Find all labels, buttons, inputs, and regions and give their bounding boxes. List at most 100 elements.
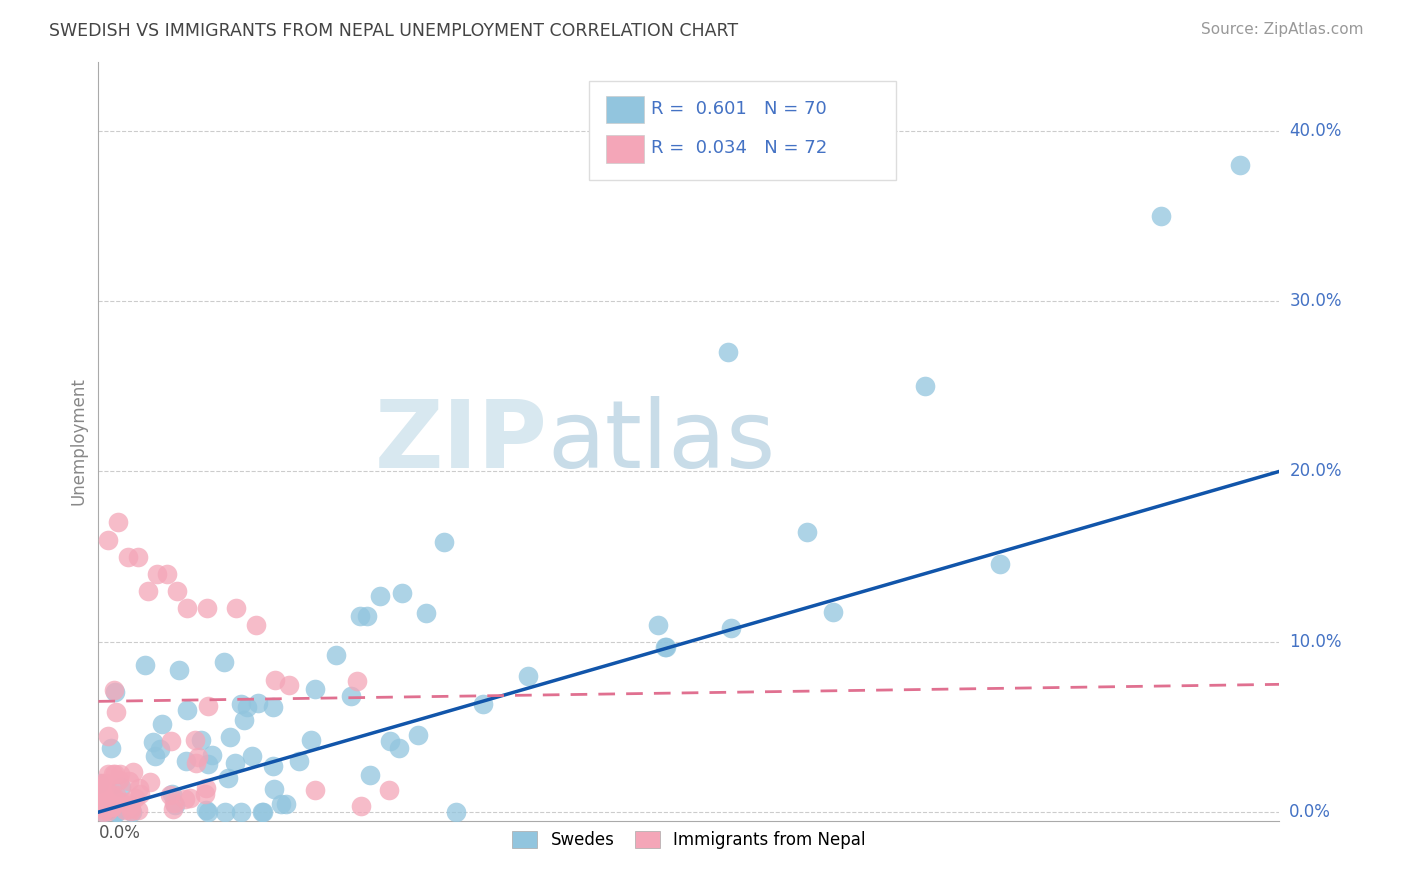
Point: [195, 803, 218, 817]
Point: [124, 791, 146, 805]
Point: [89, 798, 111, 813]
Point: [240, 749, 263, 764]
Point: [105, 706, 128, 720]
Point: [163, 796, 186, 810]
Point: [720, 621, 742, 635]
Point: [121, 764, 143, 779]
Point: [262, 699, 284, 714]
Point: [97, 800, 120, 814]
Point: [90, 790, 112, 805]
Text: 20.0%: 20.0%: [1289, 462, 1341, 481]
Point: [444, 805, 467, 819]
Point: [136, 583, 159, 598]
Point: [356, 609, 378, 624]
Point: [93, 805, 115, 819]
Point: [143, 749, 166, 764]
Point: [173, 792, 195, 806]
Point: [654, 640, 676, 654]
Point: [194, 787, 217, 801]
Point: [232, 714, 254, 728]
Point: [325, 648, 347, 663]
Point: [121, 805, 143, 819]
Point: [717, 345, 740, 359]
Point: [91, 805, 114, 819]
Point: [380, 734, 402, 748]
Point: [197, 699, 219, 714]
Point: [187, 750, 209, 764]
Point: [194, 781, 217, 796]
Point: [245, 617, 267, 632]
Point: [120, 801, 142, 815]
Point: [252, 805, 274, 819]
Text: 0.0%: 0.0%: [98, 824, 141, 842]
Y-axis label: Unemployment: Unemployment: [69, 377, 87, 506]
Point: [159, 733, 181, 747]
Point: [225, 600, 247, 615]
Point: [236, 699, 259, 714]
Point: [823, 605, 845, 619]
Point: [100, 741, 122, 756]
Point: [146, 566, 169, 581]
Point: [176, 600, 198, 615]
Point: [105, 805, 128, 819]
Point: [107, 516, 129, 530]
Point: [101, 767, 124, 781]
Point: [406, 728, 429, 742]
Text: ZIP: ZIP: [374, 395, 547, 488]
Point: [276, 797, 298, 812]
Text: Source: ZipAtlas.com: Source: ZipAtlas.com: [1201, 22, 1364, 37]
Point: [142, 735, 165, 749]
Point: [229, 805, 252, 819]
Point: [159, 788, 181, 802]
Point: [96, 793, 118, 807]
Point: [201, 748, 224, 763]
Text: R =  0.601   N = 70: R = 0.601 N = 70: [651, 100, 827, 118]
Point: [277, 678, 299, 692]
Point: [368, 589, 391, 603]
Point: [108, 773, 131, 788]
Text: 10.0%: 10.0%: [1289, 632, 1341, 651]
Point: [103, 789, 125, 804]
Point: [97, 805, 120, 819]
Point: [93, 776, 115, 790]
Point: [217, 771, 239, 785]
Point: [87, 775, 110, 789]
Point: [472, 698, 495, 712]
Point: [350, 799, 373, 814]
Point: [229, 698, 252, 712]
Point: [263, 758, 285, 772]
Point: [415, 606, 437, 620]
Point: [103, 682, 125, 697]
Point: [156, 566, 179, 581]
Point: [162, 802, 184, 816]
Point: [184, 756, 207, 771]
Point: [110, 780, 132, 794]
Text: R =  0.034   N = 72: R = 0.034 N = 72: [651, 139, 827, 157]
Point: [97, 766, 120, 780]
Text: 40.0%: 40.0%: [1289, 121, 1341, 139]
Point: [149, 742, 172, 756]
Point: [89, 780, 111, 795]
Point: [105, 789, 128, 803]
Point: [433, 535, 456, 549]
Point: [346, 674, 368, 689]
FancyBboxPatch shape: [589, 81, 896, 180]
Point: [263, 782, 285, 797]
Point: [246, 697, 269, 711]
Point: [914, 379, 936, 393]
Point: [162, 788, 184, 802]
Point: [988, 557, 1011, 571]
Text: atlas: atlas: [547, 395, 776, 488]
Point: [93, 804, 115, 818]
Point: [218, 730, 240, 744]
Point: [167, 663, 190, 677]
Point: [212, 655, 235, 669]
Legend: Swedes, Immigrants from Nepal: Swedes, Immigrants from Nepal: [505, 823, 873, 858]
Point: [391, 585, 413, 599]
Point: [195, 600, 218, 615]
FancyBboxPatch shape: [606, 95, 644, 123]
Point: [98, 795, 121, 809]
Point: [270, 797, 292, 811]
Point: [299, 732, 322, 747]
Point: [304, 681, 326, 696]
